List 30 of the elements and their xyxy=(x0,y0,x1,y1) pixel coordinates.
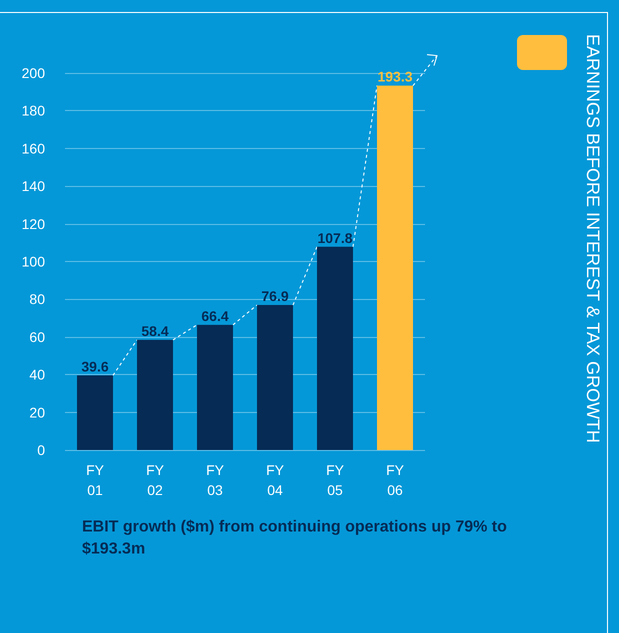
y-tick-label: 80 xyxy=(29,291,46,308)
y-tick-label: 140 xyxy=(22,178,46,194)
data-label: 193.3 xyxy=(377,68,413,85)
x-tick-label: FY 03 xyxy=(206,462,225,498)
data-label: 66.4 xyxy=(201,308,229,324)
y-tick-label: 100 xyxy=(22,254,46,270)
bar xyxy=(257,305,293,450)
y-tick-label: 0 xyxy=(37,442,46,458)
x-tick-label: FY 05 xyxy=(326,462,345,498)
bar xyxy=(77,375,113,450)
data-label: 39.6 xyxy=(81,358,109,374)
bar xyxy=(317,246,353,450)
text: EBIT growth ($m) from continuing operations up 79% to $193.3m xyxy=(82,518,512,558)
y-tick-label: 200 xyxy=(22,65,46,81)
text: EARNINGS BEFORE INTEREST & TAX GROWTH xyxy=(583,34,603,444)
x-tick-label: FY 06 xyxy=(386,462,405,498)
y-tick-label: 60 xyxy=(29,328,46,345)
bar xyxy=(377,86,413,450)
data-label: 58.4 xyxy=(141,322,169,339)
y-tick-label: 160 xyxy=(22,140,46,156)
data-label: 107.8 xyxy=(317,230,353,246)
y-tick-label: 120 xyxy=(22,216,46,232)
y-tick-label: 180 xyxy=(22,102,46,119)
x-tick-label: FY 04 xyxy=(266,462,285,498)
y-tick-label: 20 xyxy=(29,404,46,420)
x-tick-label: FY 01 xyxy=(86,462,105,498)
x-tick-label: FY 02 xyxy=(146,462,165,498)
bar xyxy=(137,340,173,450)
bar xyxy=(197,324,233,450)
y-tick-label: 40 xyxy=(29,366,46,383)
